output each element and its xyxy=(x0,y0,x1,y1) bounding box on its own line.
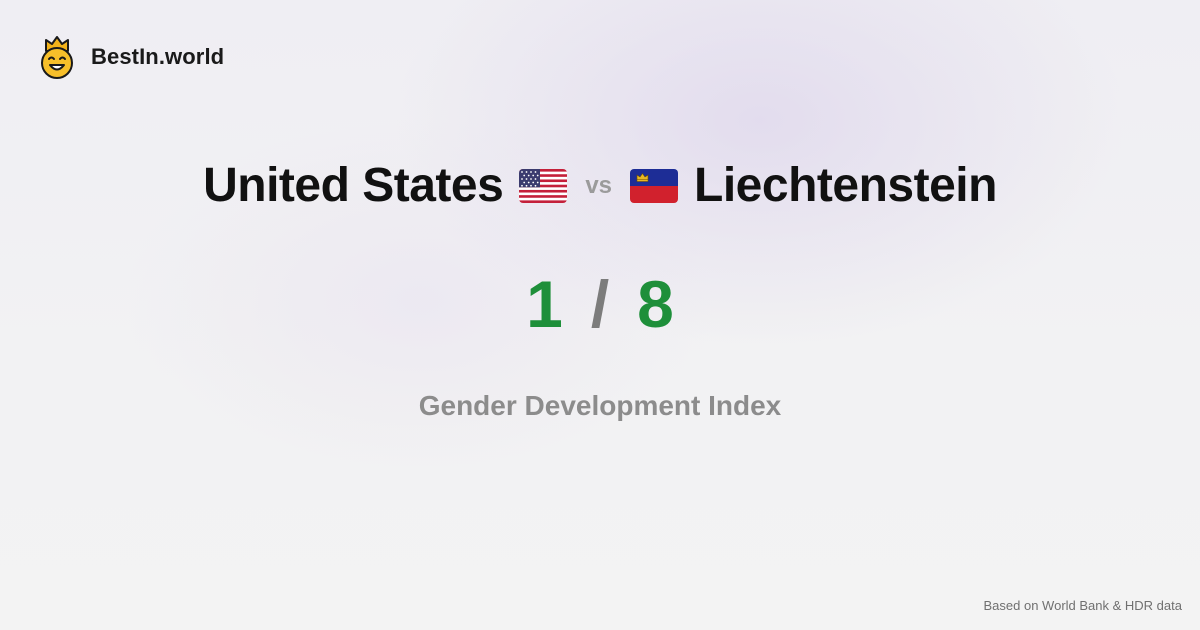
right-rank: 8 xyxy=(637,267,674,341)
left-country-name: United States xyxy=(203,159,504,212)
brand[interactable]: BestIn.world xyxy=(38,34,224,80)
us-flag-icon xyxy=(519,168,568,203)
data-source-note: Based on World Bank & HDR data xyxy=(983,598,1182,613)
left-rank: 1 xyxy=(526,267,563,341)
comparison-headline: United States vs Liechtenstein xyxy=(0,158,1200,213)
liechtenstein-flag-icon xyxy=(630,168,679,203)
brand-name: BestIn.world xyxy=(91,44,225,69)
metric-label: Gender Development Index xyxy=(418,390,782,421)
smiling-crown-face-icon xyxy=(41,36,73,79)
rank-comparison: 1 / 8 xyxy=(0,266,1200,342)
rank-separator: / xyxy=(590,267,610,341)
vs-separator: vs xyxy=(585,171,613,199)
right-country-name: Liechtenstein xyxy=(694,159,997,212)
